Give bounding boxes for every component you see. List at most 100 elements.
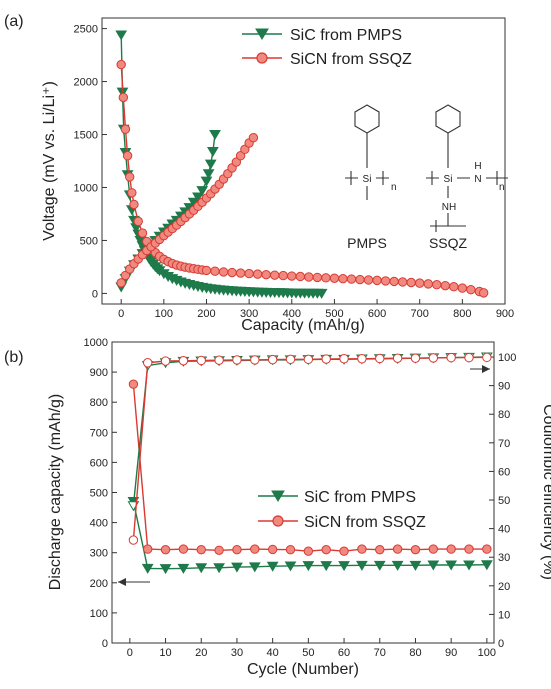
- a-sicn-charge-point: [235, 151, 246, 161]
- b-y-tick-label: 500: [90, 488, 108, 500]
- b-sicn-capacity-point: [178, 544, 189, 554]
- b-sic-capacity-point: [320, 561, 333, 572]
- a-sicn-discharge-point: [406, 277, 416, 288]
- b-x-tick-label: 0: [127, 647, 133, 659]
- b-sic-capacity-point: [409, 560, 422, 571]
- b-sic-capacity-point: [248, 562, 261, 573]
- b-sic-capacity-point: [373, 560, 386, 571]
- b-sicn-efficiency-point: [428, 353, 439, 363]
- a-y-tick-label: 0: [92, 288, 98, 300]
- a-sicn-discharge-point: [201, 265, 212, 276]
- b-sic-capacity-point: [159, 564, 172, 575]
- b-sic-capacity-point: [302, 561, 315, 572]
- panel-a-x-ticks: 0 100 200 300 400 500 600 700 800 900: [118, 299, 514, 320]
- panel-a-x-axis-title: Capacity (mAh/g): [241, 317, 365, 334]
- b-sic-capacity-point: [463, 560, 475, 571]
- panel-b-x-axis-title: Cycle (Number): [247, 661, 359, 678]
- b-sicn-efficiency-point: [464, 352, 474, 363]
- a-sicn-discharge-point: [210, 266, 220, 276]
- b-y-right-tick-label: 90: [498, 381, 510, 393]
- b-sicn-efficiency-point: [214, 355, 224, 365]
- a-sicn-discharge-point: [122, 151, 133, 161]
- b-sicn-capacity-point: [375, 544, 385, 555]
- a-sicn-discharge-point: [137, 228, 148, 238]
- b-sicn-capacity-point: [285, 544, 296, 555]
- arrow-to-left-axis: [118, 578, 150, 586]
- a-sicn-discharge-point: [133, 216, 143, 227]
- b-sicn-efficiency-point: [392, 353, 403, 363]
- a-sicn-discharge-point: [304, 272, 314, 282]
- a-sicn-discharge-point: [235, 268, 246, 278]
- ssqz-n-atom: N: [474, 174, 481, 185]
- a-sicn-discharge-point: [397, 277, 408, 287]
- a-y-tick-label: 1000: [74, 182, 98, 194]
- b-sicn-efficiency-point: [339, 354, 349, 364]
- a-sicn-discharge-point: [218, 267, 229, 277]
- b-sicn-capacity-point: [464, 544, 474, 554]
- legend-label-sic: SiC from PMPS: [290, 27, 402, 44]
- panel-b-y-axis-title-right: Coulombic efficiency (%): [540, 404, 551, 580]
- b-y-right-tick-label: 100: [498, 352, 516, 364]
- a-sicn-charge-point: [120, 270, 131, 281]
- a-x-tick-label: 500: [325, 308, 343, 320]
- b-sicn-capacity-point: [303, 546, 314, 556]
- a-sicn-discharge-point: [244, 268, 254, 279]
- b-sic-capacity-point: [480, 560, 493, 571]
- b-sic-capacity-point: [231, 562, 243, 573]
- b-sicn-capacity-point: [321, 544, 331, 555]
- a-sicn-discharge-point: [440, 280, 450, 291]
- b-sic-capacity-point: [213, 563, 225, 574]
- ssqz-label: SSQZ: [429, 235, 468, 251]
- b-sicn-efficiency-point: [196, 355, 206, 366]
- panel-a-legend: SiC from PMPS SiCN from SSQZ: [242, 27, 412, 68]
- ssqz-si-atom: Si: [444, 174, 453, 185]
- a-sicn-discharge-point: [363, 275, 374, 285]
- a-x-tick-label: 800: [453, 308, 471, 320]
- a-sicn-discharge-point: [457, 283, 468, 293]
- b-sicn-efficiency-point: [482, 352, 492, 363]
- b-x-tick-label: 80: [409, 647, 421, 659]
- b-sicn-efficiency-point: [178, 356, 189, 366]
- panel-b-x-ticks: 0 10 20 30 40 50 60 70 80 90 100: [127, 638, 496, 659]
- pmps-structure: [345, 104, 389, 200]
- a-sicn-discharge-point: [125, 172, 135, 182]
- panel-a-y-axis-title: Voltage (mV vs. Li/Li⁺): [41, 81, 58, 241]
- b-y-tick-label: 700: [90, 427, 108, 439]
- b-sicn-efficiency-point: [446, 352, 456, 363]
- b-y-right-tick-label: 50: [498, 495, 510, 507]
- b-sicn-capacity-point: [143, 544, 153, 554]
- a-sicn-discharge-point: [116, 59, 126, 70]
- a-sicn-discharge-point: [312, 272, 323, 283]
- a-sicn-discharge-point: [380, 276, 391, 286]
- a-y-tick-label: 2500: [74, 24, 98, 36]
- panel-a-label: (a): [4, 13, 24, 30]
- a-sic-charge-point: [196, 186, 209, 197]
- b-x-tick-label: 10: [159, 647, 171, 659]
- b-sic-capacity-point: [356, 560, 368, 571]
- b-sicn-capacity-point: [446, 544, 456, 554]
- b-sicn-capacity-point: [267, 544, 278, 555]
- a-sicn-discharge-point: [321, 273, 331, 283]
- a-sic-charge-point: [202, 169, 215, 180]
- b-sic-capacity-point: [141, 563, 154, 574]
- b-sicn-efficiency-point: [303, 354, 314, 365]
- b-sicn-capacity-point: [410, 544, 421, 555]
- legend-marker-sicn: [242, 52, 282, 64]
- b-y-tick-label: 100: [90, 608, 108, 620]
- a-sic-charge-point: [207, 146, 219, 157]
- b-sicn-capacity-point: [214, 545, 224, 555]
- pmps-si-atom: Si: [363, 174, 372, 185]
- b-sicn-capacity-point: [392, 544, 403, 554]
- b-sic-capacity-point: [427, 560, 440, 571]
- b-sicn-capacity-point: [128, 379, 139, 389]
- a-sicn-discharge-point: [466, 285, 476, 295]
- a-sicn-discharge-point: [346, 274, 357, 284]
- b-sicn-efficiency-point: [357, 354, 367, 364]
- a-sicn-charge-point: [248, 132, 259, 143]
- a-sicn-discharge-point: [478, 288, 489, 298]
- b-x-tick-label: 90: [445, 647, 457, 659]
- ssqz-h-atom: H: [474, 161, 481, 172]
- a-sicn-discharge-point: [270, 270, 280, 280]
- a-x-tick-label: 600: [368, 308, 386, 320]
